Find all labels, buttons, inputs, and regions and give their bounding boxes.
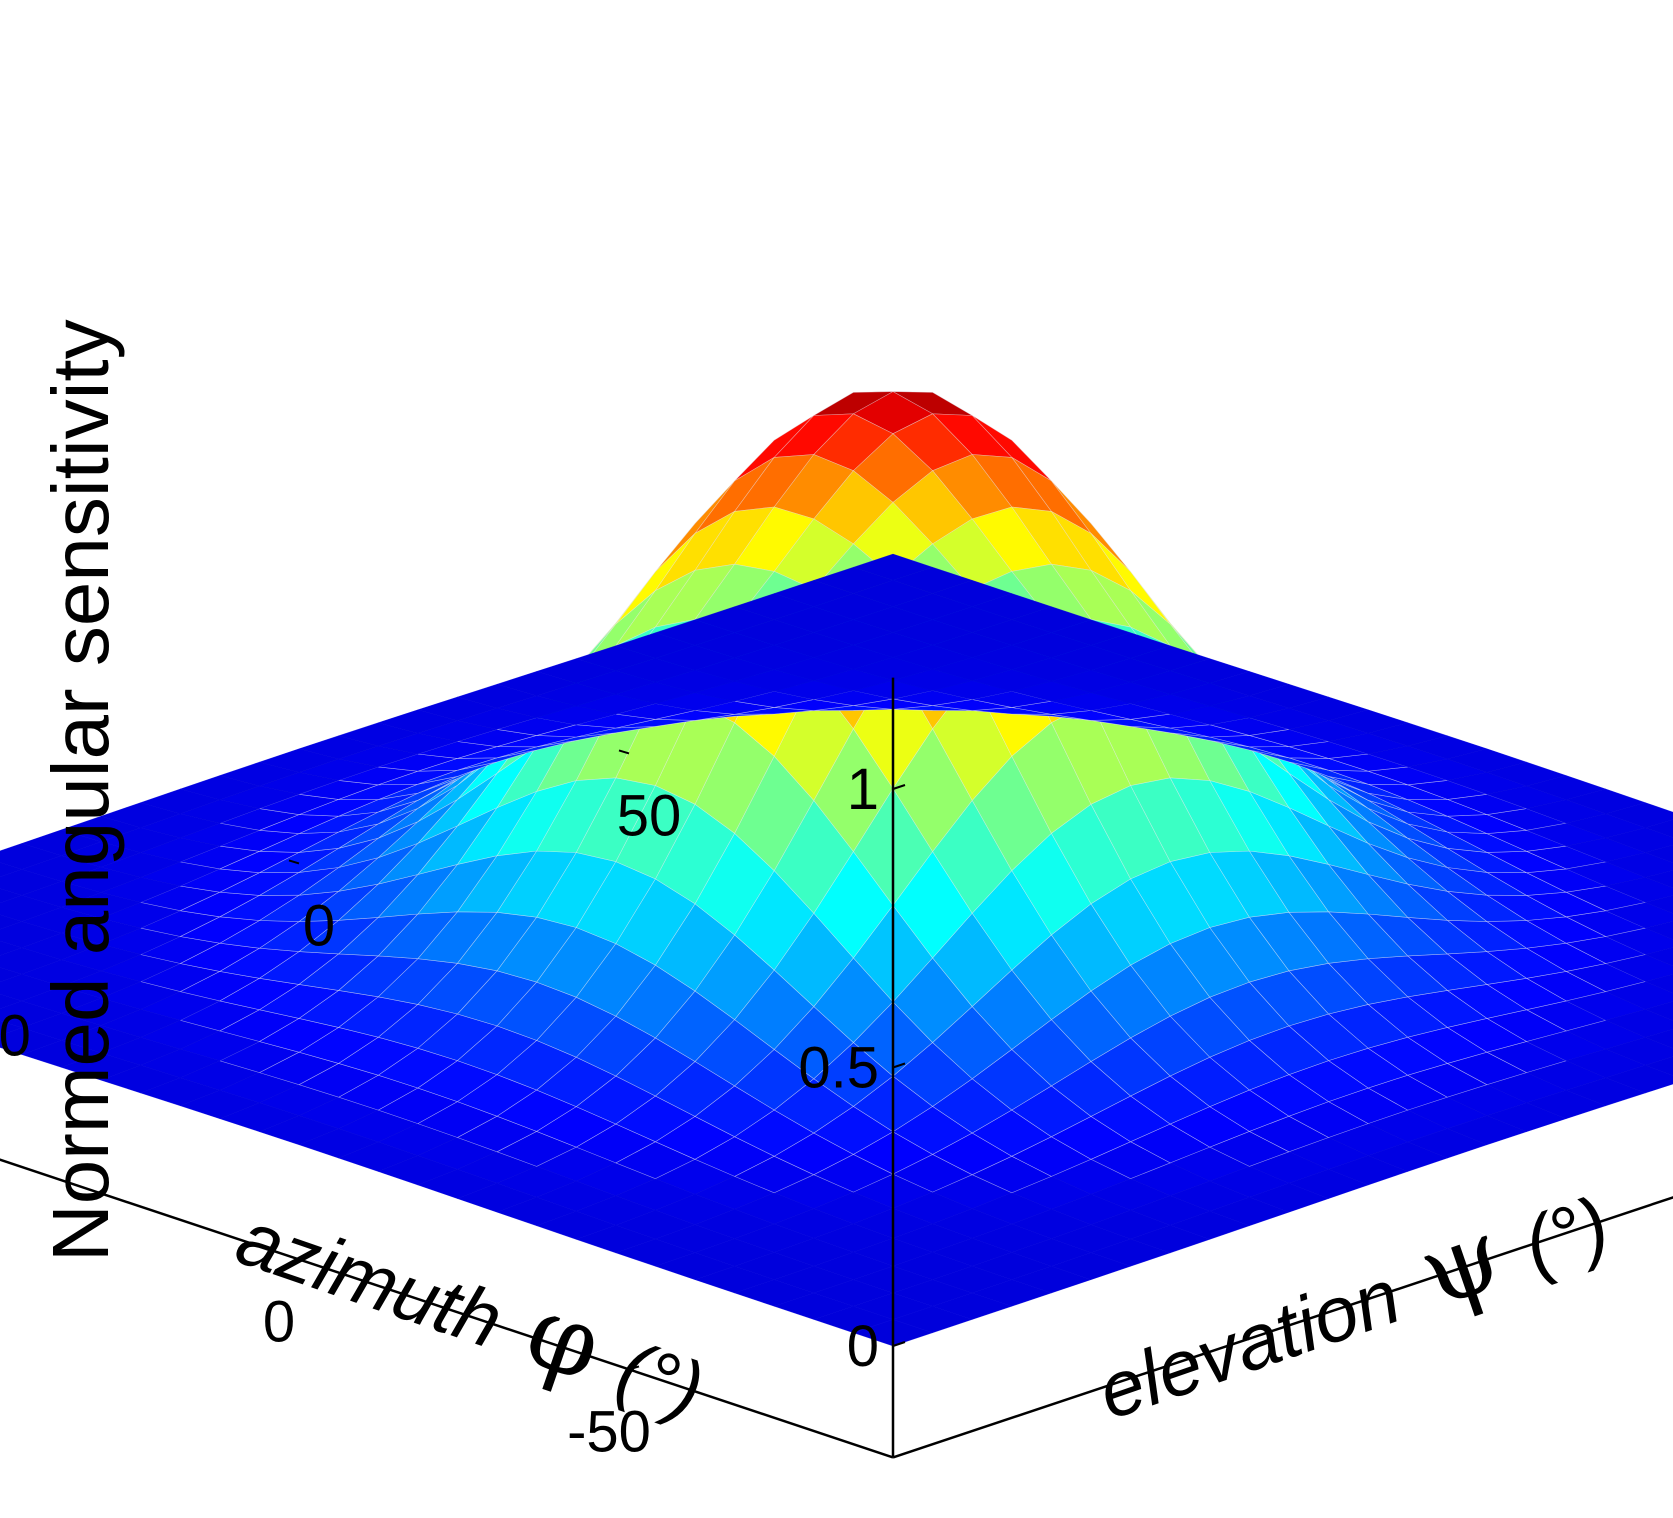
elevation-tick-label-minus-50: -50	[0, 1003, 31, 1068]
elevation-axis-title-symbol: ψ	[1405, 1195, 1517, 1331]
elevation-axis-title-text: elevation	[1087, 1251, 1411, 1436]
elevation-tick-label-50: 50	[617, 783, 682, 848]
elevation-tick-label-0: 0	[303, 893, 335, 958]
elevation-axis-title-unit: (°)	[1512, 1179, 1619, 1289]
surface-chart: 0 0.5 1 -50 0 50 -50 0 50 Normed angular…	[0, 0, 1673, 1518]
azimuth-tick-label-0: 0	[263, 1289, 295, 1354]
azimuth-axis-title-symbol: φ	[512, 1271, 616, 1404]
z-tick-label-0-5: 0.5	[798, 1036, 879, 1101]
z-tick-label-0: 0	[847, 1314, 879, 1379]
z-tick-label-1: 1	[847, 757, 879, 822]
z-axis-title: Normed angular sensitivity	[36, 319, 125, 1262]
